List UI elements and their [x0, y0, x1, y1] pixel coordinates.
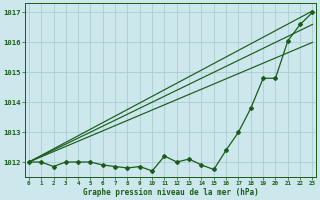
- X-axis label: Graphe pression niveau de la mer (hPa): Graphe pression niveau de la mer (hPa): [83, 188, 259, 197]
